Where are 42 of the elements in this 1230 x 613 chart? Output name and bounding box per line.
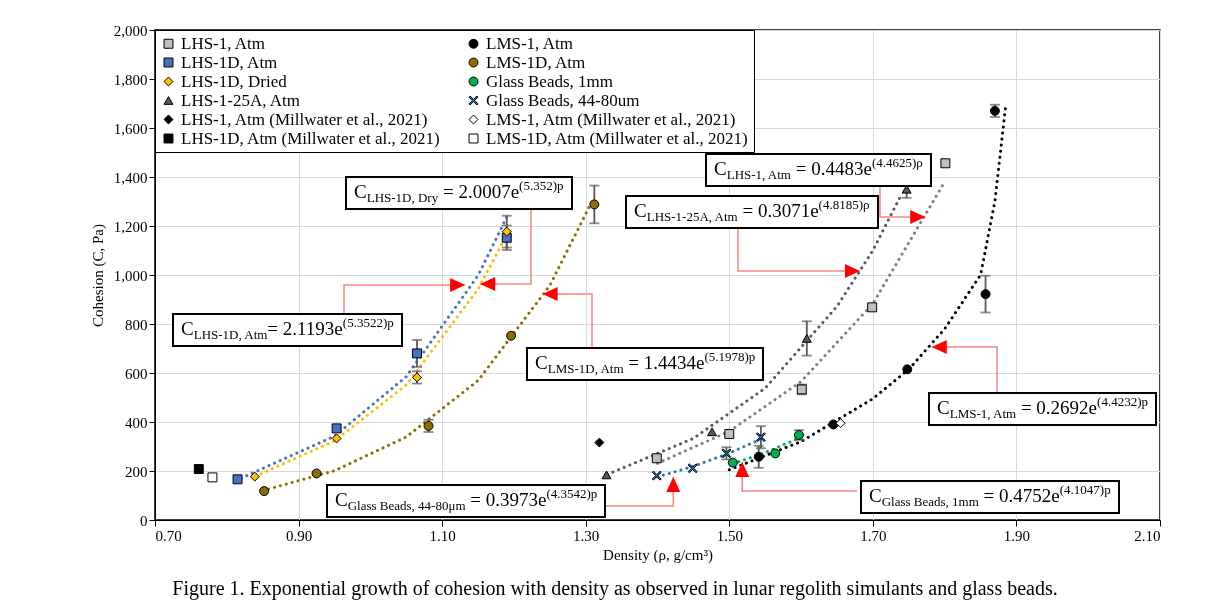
x-tick-label: 1.10	[429, 527, 456, 544]
x-tick-label: 1.70	[860, 527, 887, 544]
y-tick-label: 1,000	[113, 267, 148, 284]
annotation: C$_{LHS-1, Atm}$ = 0.4483e$^{(4.4625)ρ}$	[705, 153, 932, 187]
annotation: C$_{LHS-1-25A, Atm}$ = 0.3071e$^{(4.8185)ρ}$	[625, 195, 879, 229]
x-tick-label: 0.70	[155, 527, 182, 544]
legend-label: LHS-1-25A, Atm	[181, 90, 300, 110]
x-tick-label: 1.50	[716, 527, 743, 544]
y-tick-label: 800	[125, 316, 148, 333]
y-axis-title: Cohesion (C, Pa)	[89, 224, 107, 327]
x-axis-title: Density (ρ, g/cm³)	[603, 546, 713, 564]
legend-label: LHS-1, Atm	[181, 33, 266, 53]
annotation: C$_{Glass Beads, 44-80μm}$ = 0.3973e$^{(4.3542)p}$	[326, 484, 607, 518]
annotation: C$_{Glass Beads, 1mm}$ = 0.4752e$^{(4.1047)p}$	[860, 480, 1120, 514]
legend-label: LMS-1D, Atm	[486, 52, 586, 72]
y-tick-label: 1,600	[113, 120, 148, 137]
legend-label: LHS-1, Atm (Millwater et al., 2021)	[181, 109, 428, 129]
annotation: C$_{LMS-1D, Atm}$ = 1.4434e$^{(5.1978)p}$	[526, 347, 765, 381]
legend-label: LMS-1, Atm	[486, 33, 573, 53]
legend-label: LMS-1, Atm (Millwater et al., 2021)	[486, 109, 736, 129]
annotation: C$_{LHS-1D, Dry}$ = 2.0007e$^{(5.352)p}$	[345, 176, 573, 210]
x-tick-label: 0.90	[285, 527, 313, 544]
legend-label: LHS-1D, Atm (Millwater et al., 2021)	[181, 128, 440, 148]
legend-label: Glass Beads, 44-80um	[486, 90, 640, 110]
y-tick-label: 1,200	[113, 218, 148, 235]
y-tick-label: 600	[125, 365, 148, 382]
legend-label: LHS-1D, Dried	[181, 71, 288, 91]
caption: Figure 1. Exponential growth of cohesion with density as observed in lunar regolith simulants and glass beads.	[171, 577, 1059, 600]
y-tick-label: 1,400	[113, 169, 148, 186]
x-tick-label: 1.90	[1003, 527, 1031, 544]
x-tick-label: 2.10	[1134, 527, 1161, 544]
legend-label: LHS-1D, Atm	[181, 52, 278, 72]
y-tick-label: 0	[140, 512, 148, 529]
annotation: C$_{LHS-1D, Atm}$= 2.1193e$^{(5.3522)p}$	[172, 313, 403, 347]
annotation: C$_{LMS-1, Atm}$ = 0.2692e$^{(4.4232)p}$	[928, 392, 1157, 426]
x-tick-label: 1.30	[573, 527, 600, 544]
y-tick-label: 400	[125, 414, 148, 431]
legend-label: LMS-1D, Atm (Millwater et al., 2021)	[486, 128, 748, 148]
y-tick-label: 200	[125, 463, 148, 480]
y-tick-label: 2,000	[113, 22, 148, 39]
y-tick-label: 1,800	[113, 71, 148, 88]
legend-label: Glass Beads, 1mm	[486, 71, 614, 91]
